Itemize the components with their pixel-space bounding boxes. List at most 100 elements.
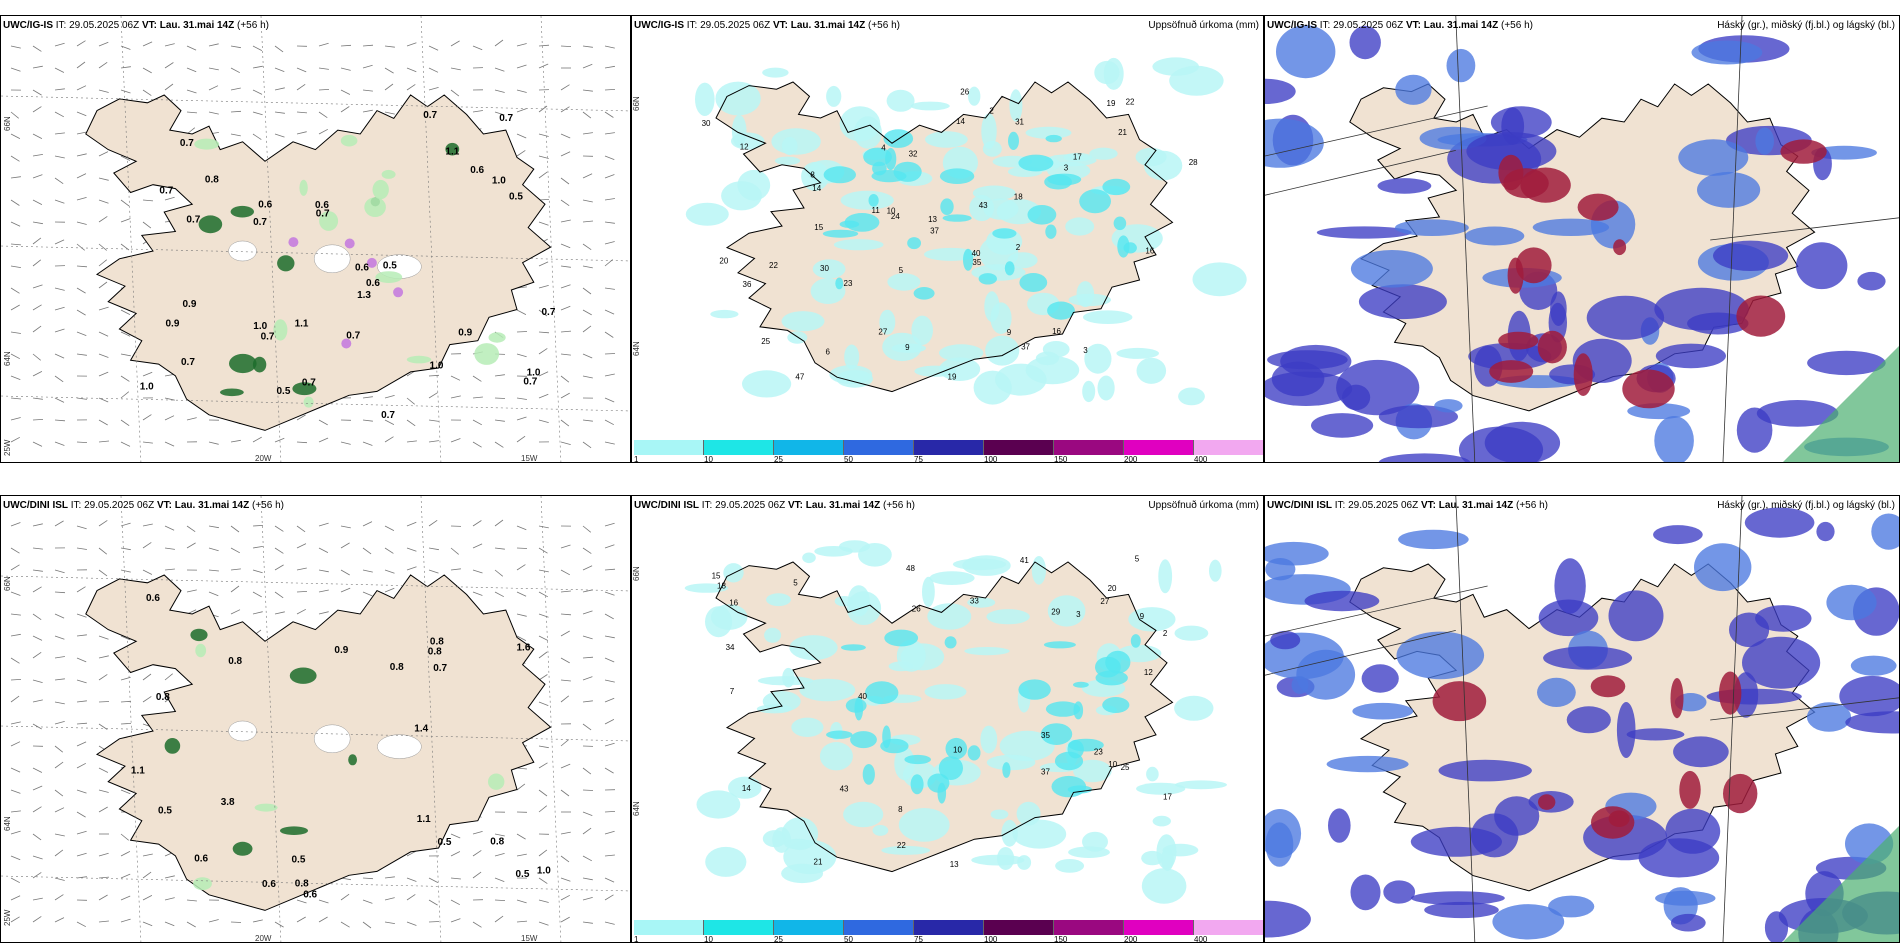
wind-barb: [472, 110, 483, 113]
low-cloud: [1796, 242, 1848, 290]
graticule-lat: [1, 395, 630, 412]
precip-value-label: 43: [979, 201, 988, 210]
precip-area: [844, 344, 860, 370]
low-cloud: [1326, 755, 1409, 773]
precip-area: [1082, 380, 1096, 403]
precip-area-heavy: [1045, 134, 1062, 143]
wind-value-label: 0.5: [516, 869, 530, 880]
wind-barb: [186, 525, 196, 533]
wind-barb: [76, 811, 86, 818]
panel-title: UWC/DINI ISL IT: 29.05.2025 06Z VT: Lau.…: [3, 500, 284, 511]
wind-barb: [538, 348, 548, 355]
low-cloud: [1807, 350, 1886, 376]
precip-area-heavy: [904, 754, 931, 765]
wind-barb: [362, 547, 372, 555]
precip-area: [914, 365, 957, 377]
precip-value-label: 31: [1015, 118, 1024, 127]
precip-area: [968, 86, 981, 106]
precip-area-heavy: [913, 287, 935, 300]
low-cloud: [1608, 590, 1664, 642]
precip-map: 2531214201619810149213743314024363532262…: [685, 57, 1247, 406]
colorbar-segment: 50: [844, 440, 914, 462]
low-cloud: [1537, 677, 1576, 707]
wind-barb: [384, 67, 394, 74]
precip-colorbar: 1 10 25 50 75 100 150 200 400: [634, 440, 1263, 462]
precip-area: [881, 845, 930, 855]
precip-area: [922, 576, 935, 607]
wind-barb: [76, 331, 87, 336]
wind-barb: [10, 810, 21, 813]
wind-barb: [252, 611, 263, 615]
wind-barb: [362, 921, 372, 929]
wind-barb: [318, 611, 329, 615]
wind-barb: [10, 397, 22, 400]
panel-cloud-igis: UWC/IG-IS IT: 29.05.2025 06Z VT: Lau. 31…: [1264, 15, 1900, 463]
wind-barb: [32, 419, 44, 421]
precip-area: [1169, 65, 1224, 96]
precip-area: [929, 571, 975, 585]
wind-barb: [340, 587, 351, 593]
precip-value-label: 28: [1189, 158, 1198, 167]
wind-barb: [76, 876, 87, 879]
wind-barb: [54, 520, 64, 527]
wind-barb: [186, 589, 197, 593]
wind-barb: [604, 174, 615, 179]
wind-barb: [538, 849, 548, 857]
wind-barb: [10, 695, 20, 703]
snow-blob: [344, 238, 355, 249]
precip-value-label: 36: [743, 280, 752, 289]
wind-barb: [560, 419, 570, 427]
wind-barb: [450, 899, 460, 906]
colorbar-segment: 75: [914, 920, 984, 942]
colorbar-label: 10: [704, 935, 713, 943]
wind-barb: [76, 265, 88, 268]
low-cloud: [1492, 904, 1565, 940]
wind-barb: [274, 45, 284, 53]
wind-barb: [560, 177, 570, 185]
wind-barb: [98, 635, 109, 640]
precip-value-label: 13: [928, 215, 937, 224]
precip-area: [1001, 819, 1018, 847]
precip-area: [1141, 868, 1187, 904]
wind-barb: [10, 155, 20, 162]
wind-value-label: 0.8: [490, 836, 504, 847]
precip-value-label: 20: [719, 257, 728, 266]
precip-blob: [488, 332, 506, 343]
lat-label-66: 66N: [632, 566, 641, 581]
wind-value-label: 0.6: [258, 200, 272, 211]
high-cloud: [1783, 346, 1899, 462]
precip-area-heavy: [940, 198, 954, 215]
low-cloud: [1350, 250, 1433, 288]
wind-barb: [10, 789, 21, 794]
wind-barb: [538, 805, 548, 813]
wind-barb: [54, 635, 65, 640]
lat-label-64: 64N: [632, 801, 641, 816]
wind-barb: [230, 87, 241, 91]
wind-barb: [450, 395, 461, 399]
wind-barb: [32, 45, 42, 52]
precip-area: [789, 635, 838, 661]
wind-barb: [142, 569, 153, 575]
precip-value-label: 6: [826, 348, 831, 357]
wind-barb: [582, 723, 592, 731]
wind-value-label: 1.1: [295, 319, 309, 330]
precip-value-label: 47: [795, 372, 804, 381]
wind-barb: [142, 895, 153, 901]
precip-area: [985, 335, 1020, 366]
precip-blob: [232, 841, 253, 856]
colorbar-label: 200: [1124, 935, 1138, 943]
low-cloud: [1350, 874, 1381, 911]
wind-barb: [538, 701, 549, 706]
wind-barb: [428, 519, 438, 527]
wind-barb: [98, 259, 108, 267]
precip-value-label: 5: [793, 579, 798, 588]
glacier: [313, 724, 351, 754]
wind-barb: [76, 153, 87, 157]
wind-barb: [516, 547, 528, 549]
wind-barb: [32, 199, 43, 205]
wind-barb: [560, 199, 570, 207]
wind-barb: [296, 131, 307, 135]
precip-value-label: 37: [930, 227, 939, 236]
wind-barb: [582, 827, 592, 835]
wind-barb: [362, 396, 373, 399]
